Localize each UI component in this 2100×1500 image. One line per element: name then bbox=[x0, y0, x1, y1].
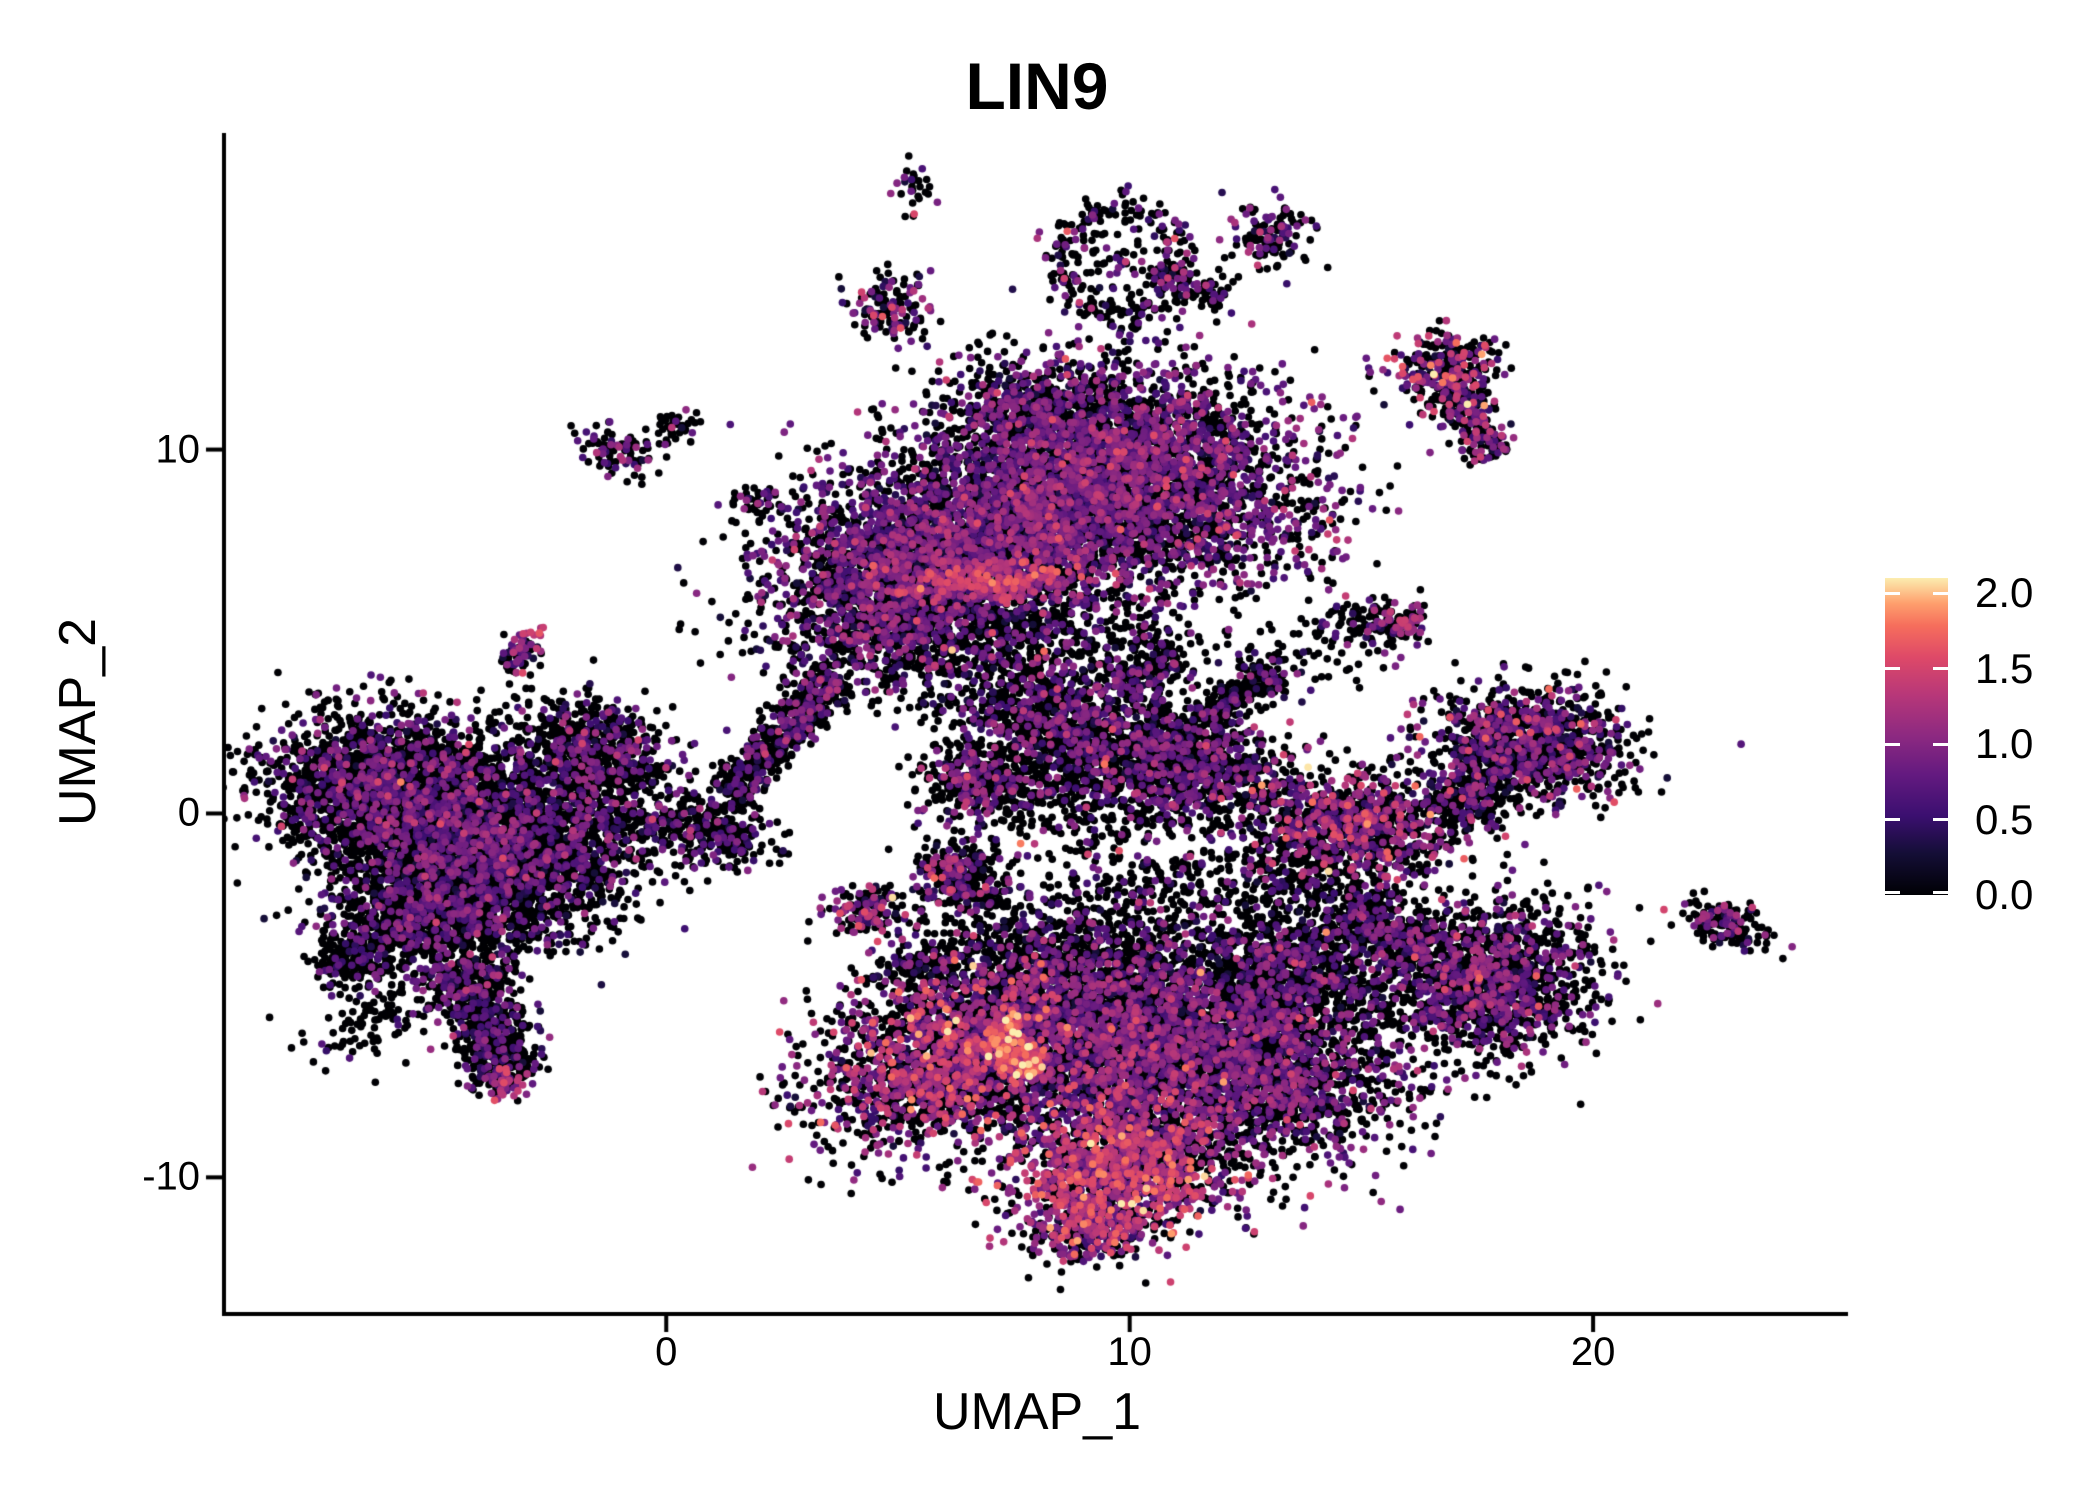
colorbar-tick-mark bbox=[1933, 591, 1948, 595]
colorbar-tick-mark bbox=[1933, 818, 1948, 822]
colorbar-label-0.0: 0.0 bbox=[1975, 871, 2034, 918]
plot-title: LIN9 bbox=[965, 49, 1109, 123]
colorbar-tick-mark bbox=[1933, 742, 1948, 746]
colorbar-tick-mark bbox=[1885, 591, 1900, 595]
colorbar-label-1.0: 1.0 bbox=[1975, 720, 2034, 768]
x-tick-label-10: 10 bbox=[1107, 1330, 1152, 1374]
colorbar-tick-mark bbox=[1885, 818, 1900, 822]
colorbar-label-1.5: 1.5 bbox=[1975, 644, 2034, 692]
x-axis-title: UMAP_1 bbox=[932, 1383, 1142, 1441]
x-tick-label-0: 0 bbox=[655, 1330, 678, 1374]
y-tick-label--10: -10 bbox=[142, 1154, 200, 1199]
colorbar-tick-mark bbox=[1933, 667, 1948, 671]
colorbar-label-2.0: 2.0 bbox=[1975, 569, 2034, 617]
y-tick-label-0: 0 bbox=[177, 790, 200, 835]
colorbar-tick-mark bbox=[1933, 890, 1948, 894]
colorbar-gradient bbox=[1885, 578, 1948, 895]
x-tick-label-20: 20 bbox=[1570, 1330, 1616, 1374]
colorbar-tick-mark bbox=[1885, 742, 1900, 746]
colorbar-tick-mark bbox=[1885, 890, 1900, 894]
colorbar-tick-mark bbox=[1885, 667, 1900, 671]
colorbar-label-0.5: 0.5 bbox=[1975, 795, 2034, 843]
y-tick-label-10: 10 bbox=[155, 427, 201, 472]
